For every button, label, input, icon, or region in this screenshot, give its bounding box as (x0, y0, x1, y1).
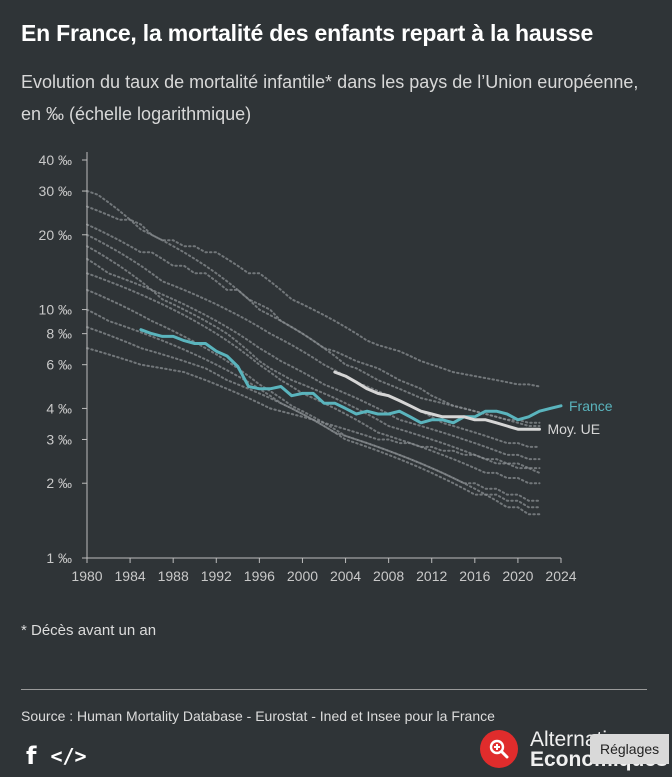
source-note: Source : Human Mortality Database - Euro… (21, 708, 495, 724)
y-tick-label: 2 ‰ (46, 475, 72, 491)
divider (21, 689, 647, 690)
country-lines-group (86, 190, 541, 516)
facebook-icon[interactable]: f (26, 742, 37, 770)
country-line (86, 223, 541, 427)
chart-title: En France, la mortalité des enfants repa… (21, 20, 594, 46)
x-tick-label: 2000 (287, 568, 318, 584)
country-line (86, 326, 541, 502)
y-tick-label: 3 ‰ (46, 431, 72, 447)
france-label: France (569, 398, 613, 414)
settings-button[interactable]: Réglages (590, 734, 670, 764)
y-tick-label: 40 ‰ (39, 152, 72, 168)
eu-average-label: Moy. UE (547, 421, 600, 437)
x-tick-label: 2012 (416, 568, 447, 584)
country-line (86, 257, 541, 474)
embed-code-icon[interactable]: </> (50, 744, 87, 768)
x-tick-label: 2024 (545, 568, 576, 584)
y-tick-label: 20 ‰ (39, 227, 72, 243)
axes-group: 1 ‰ 2 ‰ 3 ‰ 4 ‰ 6 ‰ 8 ‰ 10 ‰ 20 ‰ 30 ‰ 40 ‰ 1980 19… (39, 152, 577, 584)
x-tick-label: 2020 (502, 568, 533, 584)
x-tick-label: 1992 (201, 568, 232, 584)
y-tick-label: 1 ‰ (46, 550, 72, 566)
country-line (86, 245, 541, 461)
country-line (86, 272, 541, 485)
x-tick-label: 2004 (330, 568, 361, 584)
y-tick-label: 10 ‰ (39, 302, 72, 318)
magnifier-icon (480, 730, 518, 768)
eu-average-line (333, 370, 541, 431)
x-tick-label: 2016 (459, 568, 490, 584)
france-line (139, 328, 563, 425)
y-tick-label: 30 ‰ (39, 183, 72, 199)
country-line (86, 288, 541, 509)
x-tick-label: 1988 (158, 568, 189, 584)
chart: 1 ‰ 2 ‰ 3 ‰ 4 ‰ 6 ‰ 8 ‰ 10 ‰ 20 ‰ 30 ‰ 40 ‰ 1980 19… (39, 152, 613, 584)
country-line (86, 347, 541, 470)
footnote: * Décès avant un an (21, 622, 157, 639)
x-tick-label: 1980 (71, 568, 102, 584)
share-bar: f </> (26, 742, 87, 770)
y-tick-label: 8 ‰ (46, 326, 72, 342)
country-line (86, 233, 541, 448)
x-tick-label: 1984 (115, 568, 146, 584)
x-tick-label: 1996 (244, 568, 275, 584)
country-line (86, 205, 541, 388)
x-tick-label: 2008 (373, 568, 404, 584)
y-tick-label: 4 ‰ (46, 400, 72, 416)
series-lines-group: France Moy. UE (139, 328, 613, 437)
chart-subtitle: Evolution du taux de mortalité infantile… (21, 72, 639, 124)
y-tick-label: 6 ‰ (46, 357, 72, 373)
